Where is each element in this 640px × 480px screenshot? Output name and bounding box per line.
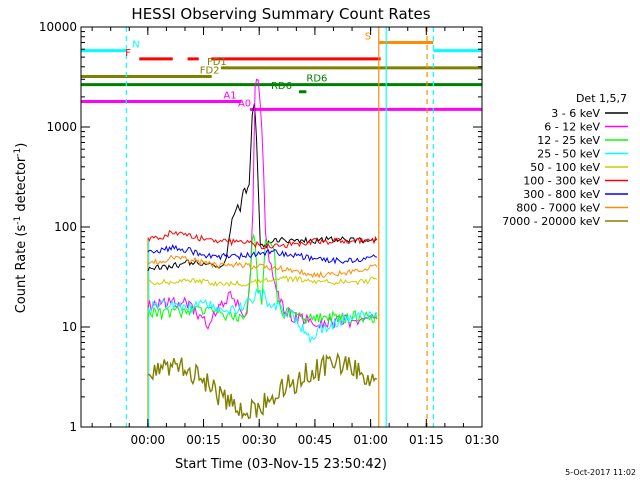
x-tick-label: 01:15: [409, 433, 444, 447]
y-tick-label: 10: [62, 320, 77, 334]
series-100-300-kev-line: [147, 230, 378, 250]
legend-label-100-300-kev: 100 - 300 keV: [523, 175, 600, 188]
series-800-7000-kev-line: [147, 254, 378, 279]
x-tick-label: 01:00: [353, 433, 388, 447]
y-axis-label-sup: -1: [13, 216, 23, 225]
footer-timestamp: 5-Oct-2017 11:02: [565, 468, 636, 477]
flag-label-rd6: RD6: [306, 74, 327, 85]
legend-label-7000-20000-kev: 7000 - 20000 keV: [502, 215, 600, 228]
axis-layer: 00:00 00:15 00:30 00:45 01:00 01:15 01:30 1 10 10…: [39, 20, 499, 447]
y-tick-label: 10000: [39, 20, 77, 34]
flag-label-a1: A1: [223, 90, 236, 101]
legend-label-50-100-kev: 50 - 100 keV: [530, 161, 600, 174]
y-axis-label-tail: detector: [14, 156, 29, 216]
y-tick-label: 100: [54, 220, 77, 234]
y-tick-label: 1: [69, 420, 77, 434]
y-axis-label: Count Rate (s-1 detector-1): [13, 143, 29, 314]
legend-label-12-25-kev: 12 - 25 keV: [537, 134, 600, 147]
flag-label-a0: A0: [238, 98, 251, 109]
flag-label-f: F: [125, 48, 131, 59]
y-tick-label: 1000: [46, 120, 77, 134]
vline-layer: [125, 27, 434, 427]
flag-layer: [81, 40, 482, 111]
legend-title: Det 1,5,7: [576, 92, 627, 105]
y-axis-label-sup2: -1: [13, 148, 23, 157]
flag-label-rd6: RD6: [271, 81, 292, 92]
legend-label-6-12-kev: 6 - 12 keV: [544, 121, 600, 134]
series-50-100-kev-line: [147, 275, 378, 287]
series-300-800-kev-line: [147, 243, 377, 265]
flag-label-n: N: [132, 40, 139, 51]
x-tick-label: 00:30: [242, 433, 277, 447]
y-axis-label-main: Count Rate (s: [14, 225, 29, 314]
x-tick-label: 01:30: [465, 433, 500, 447]
y-axis-label-close: ): [14, 143, 29, 148]
legend-label-25-50-kev: 25 - 50 keV: [537, 148, 600, 161]
series-layer: [147, 78, 378, 427]
flag-label-fd2: FD2: [200, 65, 220, 76]
x-tick-label: 00:45: [298, 433, 333, 447]
x-axis-label: Start Time (03-Nov-15 23:50:42): [175, 457, 387, 472]
legend-label-300-800-kev: 300 - 800 keV: [523, 188, 600, 201]
flag-label-s: S: [365, 31, 371, 42]
legend-label-800-7000-kev: 800 - 7000 keV: [516, 202, 600, 215]
legend-label-3-6-kev: 3 - 6 keV: [551, 107, 600, 120]
flag-label-fd1: FD1: [207, 57, 227, 68]
chart-title: HESSI Observing Summary Count Rates: [131, 5, 430, 23]
series-7000-20000-kev-line: [147, 351, 378, 420]
x-tick-label: 00:15: [186, 433, 221, 447]
x-tick-label: 00:00: [131, 433, 166, 447]
series-12-25-kev-line: [147, 233, 378, 325]
series-25-50-kev-line: [147, 287, 378, 345]
